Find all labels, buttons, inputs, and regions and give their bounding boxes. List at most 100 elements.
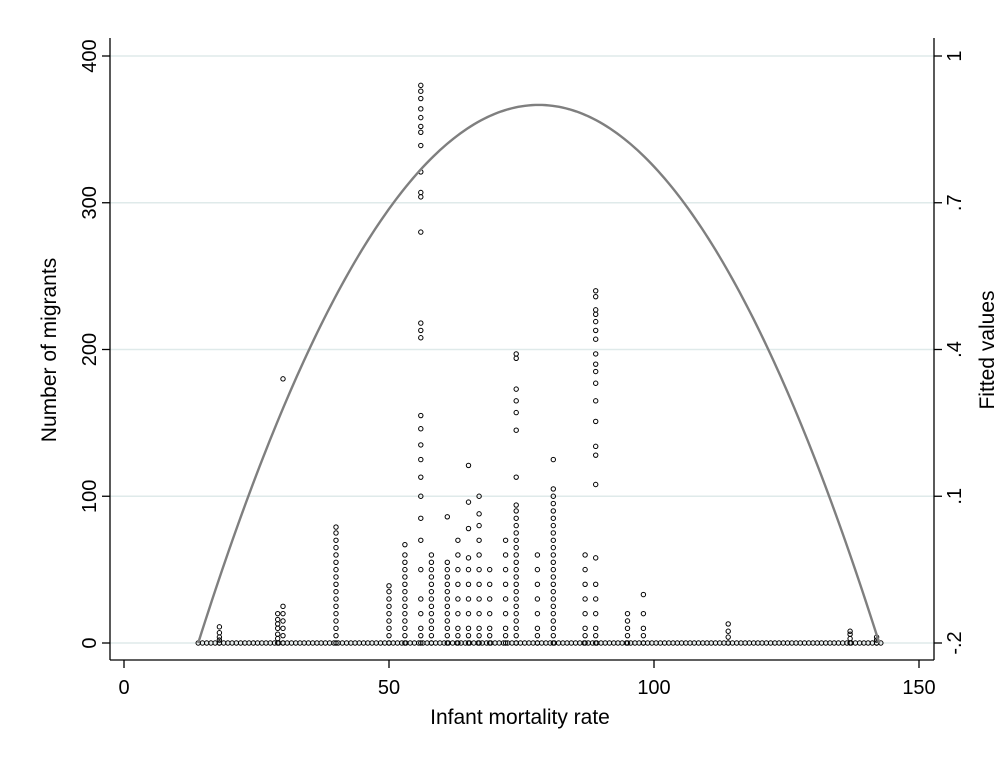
y-tick-label: 400 <box>79 39 101 72</box>
data-point <box>582 625 588 632</box>
data-point <box>550 537 556 543</box>
data-point <box>418 114 424 121</box>
data-point <box>550 596 556 602</box>
data-point <box>444 603 450 610</box>
data-point <box>465 525 472 532</box>
data-point <box>593 351 599 357</box>
data-point <box>534 625 541 632</box>
data-point <box>444 581 450 587</box>
data-point <box>582 552 588 558</box>
data-point <box>502 596 509 602</box>
data-point <box>428 632 435 639</box>
data-point <box>333 618 339 624</box>
data-point <box>418 456 424 463</box>
data-point <box>593 293 599 300</box>
data-point <box>550 486 556 492</box>
data-point <box>402 566 408 573</box>
data-point <box>386 583 392 589</box>
data-point <box>428 559 435 565</box>
data-point <box>550 625 556 632</box>
data-point <box>513 625 519 632</box>
data-point <box>280 610 286 617</box>
data-point <box>550 508 556 514</box>
data-point <box>513 398 519 404</box>
data-point <box>216 624 223 630</box>
data-point <box>550 522 556 529</box>
data-point <box>428 566 435 573</box>
data-point <box>465 625 472 632</box>
data-point <box>593 581 599 587</box>
data-point <box>487 632 493 639</box>
data-point <box>428 552 435 558</box>
data-point <box>502 632 509 639</box>
data-point <box>402 574 408 580</box>
data-point <box>640 591 647 598</box>
data-point <box>847 631 853 637</box>
data-point <box>593 555 599 561</box>
data-point <box>593 380 599 386</box>
data-point <box>465 596 472 602</box>
data-point <box>428 618 435 624</box>
data-point <box>582 610 588 617</box>
data-point <box>476 632 482 639</box>
data-point <box>280 618 286 624</box>
data-point <box>513 409 519 416</box>
data-point <box>455 632 461 639</box>
data-point <box>333 530 339 536</box>
data-point <box>513 603 519 610</box>
data-point <box>624 610 631 617</box>
data-point <box>418 129 424 136</box>
data-point <box>444 596 450 602</box>
data-point <box>476 596 482 602</box>
y-tick-label: 0 <box>79 637 101 648</box>
data-point <box>593 307 599 313</box>
data-point <box>444 566 450 573</box>
data-point <box>418 412 424 419</box>
data-point <box>550 515 556 521</box>
data-point <box>418 537 424 543</box>
data-point <box>593 632 599 639</box>
data-point <box>534 596 541 602</box>
data-point <box>725 634 731 640</box>
data-point <box>455 566 461 573</box>
y-axis-title: Number of migrants <box>38 258 61 442</box>
data-point <box>487 610 493 617</box>
data-point <box>418 610 424 617</box>
data-point <box>418 632 424 639</box>
data-point <box>402 625 408 632</box>
data-point <box>513 574 519 580</box>
data-point <box>428 581 435 587</box>
scatter-points <box>195 82 884 646</box>
data-point <box>550 574 556 580</box>
data-point <box>455 596 461 602</box>
data-point <box>476 610 482 617</box>
data-point <box>513 522 519 529</box>
data-point <box>444 625 450 632</box>
data-point <box>418 95 424 102</box>
data-point <box>593 418 599 425</box>
data-point <box>582 566 588 573</box>
data-point <box>418 596 424 602</box>
data-point <box>418 229 424 235</box>
data-point <box>513 537 519 543</box>
data-point <box>402 581 408 587</box>
data-point <box>476 522 482 529</box>
data-point <box>513 610 519 617</box>
fitted-line-group <box>197 103 881 644</box>
data-point <box>476 511 482 517</box>
data-point <box>444 514 450 520</box>
data-point <box>418 88 424 94</box>
data-point <box>550 456 556 463</box>
y2-tick-label: .4 <box>944 341 966 358</box>
data-point <box>487 566 493 573</box>
data-point <box>386 632 392 639</box>
data-point <box>593 327 599 334</box>
data-point <box>550 632 556 639</box>
y2-tick-label: -.2 <box>944 631 966 654</box>
data-point <box>476 625 482 632</box>
data-point <box>593 368 599 375</box>
data-point <box>550 493 556 499</box>
data-point <box>502 552 509 558</box>
data-point <box>640 632 647 639</box>
